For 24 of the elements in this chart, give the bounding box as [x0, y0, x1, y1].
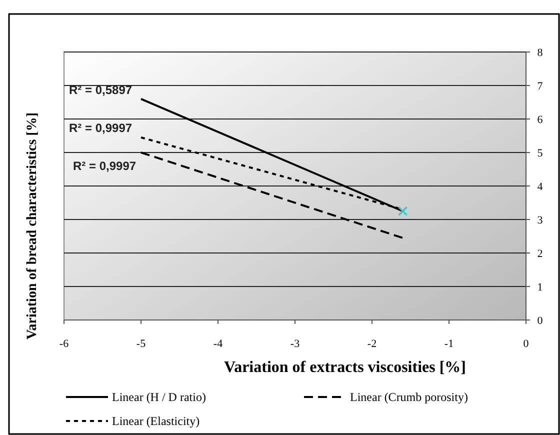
x-tick-label: -5	[136, 338, 146, 350]
x-tick-label: -2	[367, 338, 377, 350]
y-tick-label: 5	[537, 148, 544, 160]
y-tick-label: 8	[537, 47, 544, 59]
annotation: R² = 0,5897	[69, 83, 132, 97]
y-tick-label: 1	[537, 282, 543, 294]
legend-label: Linear (Elasticity)	[112, 414, 200, 428]
legend-label: Linear (H / D ratio)	[112, 390, 206, 404]
x-tick-label: -6	[59, 338, 70, 350]
x-axis-title: Variation of extracts viscosities [%]	[224, 359, 466, 376]
y-tick-label: 7	[537, 80, 544, 92]
legend-label: Linear (Crumb porosity)	[350, 390, 468, 404]
y-axis-title: Variation of bread characteristics [%]	[25, 112, 40, 340]
y-tick-label: 2	[537, 248, 543, 260]
x-tick-label: -4	[213, 338, 224, 350]
y-tick-label: 3	[537, 214, 544, 226]
x-tick-label: 0	[523, 338, 530, 350]
x-tick-label: -1	[444, 338, 454, 350]
y-tick-label: 4	[537, 181, 544, 193]
y-tick-label: 0	[537, 315, 544, 327]
x-tick-label: -3	[290, 338, 300, 350]
annotation: R² = 0,9997	[73, 159, 136, 173]
y-tick-label: 6	[537, 114, 544, 126]
annotation: R² = 0,9997	[69, 121, 132, 135]
